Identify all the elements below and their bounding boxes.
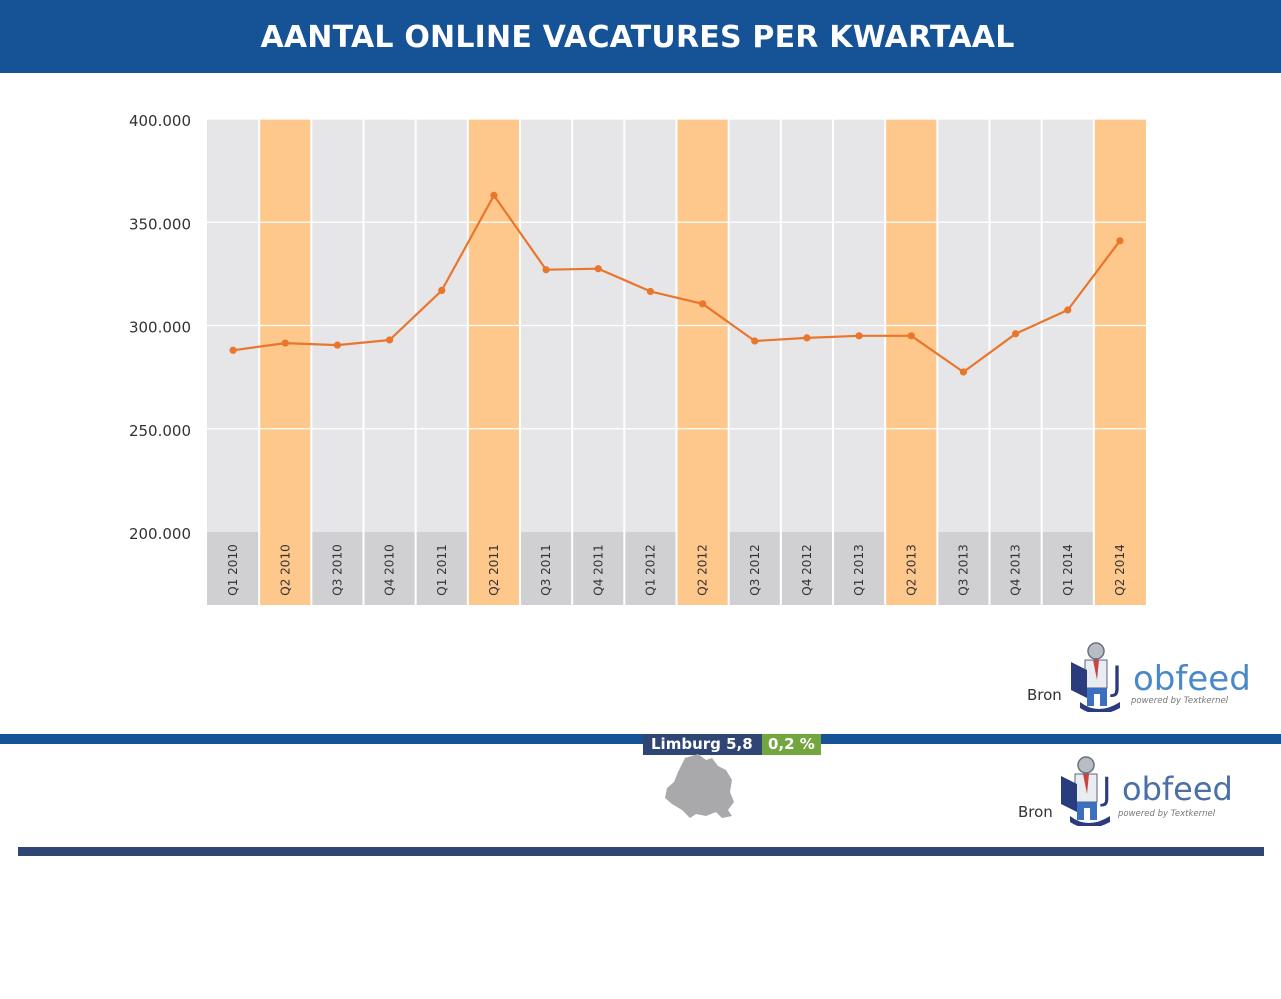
tick-band (676, 532, 729, 605)
logo-subtitle: powered by Textkernel (1117, 809, 1216, 819)
logo-letter-j: J (1110, 659, 1122, 699)
data-point (438, 286, 446, 294)
tick-band (259, 532, 312, 605)
x-tick-label: Q4 2011 (591, 544, 605, 595)
data-point (855, 332, 863, 340)
data-point (698, 300, 707, 308)
tick-band (311, 532, 364, 605)
data-point (385, 336, 394, 344)
tick-band (728, 532, 781, 605)
x-tick-label: Q1 2011 (435, 544, 449, 595)
jobfeed-logo-graphic: J obfeed powered by Textkernel (1071, 642, 1251, 714)
line-chart: 400.000 350.000 300.000 250.000 200.000 Q1 2… (129, 112, 1146, 605)
x-tick-label: Q4 2012 (800, 544, 814, 595)
data-point (646, 287, 655, 296)
data-point (490, 191, 498, 200)
tick-band (885, 532, 938, 605)
x-tick-label: Q1 2012 (643, 544, 657, 595)
region-badge: Limburg 5,8 % 0,2 % (643, 734, 821, 755)
x-tick-label: Q2 2014 (1113, 544, 1127, 595)
jobfeed-logo-bottom: J obfeed powered by Textkernel (1058, 754, 1248, 831)
x-tick-label: Q3 2012 (748, 544, 762, 595)
x-tick-label: Q2 2011 (487, 544, 501, 595)
y-tick-label: 400.000 (129, 112, 191, 130)
data-point (959, 368, 968, 376)
tick-band (1041, 532, 1094, 605)
x-tick-label: Q2 2012 (696, 544, 710, 595)
data-point (751, 337, 759, 345)
jobfeed-logo-graphic-bottom: J obfeed powered by Textkernel (1061, 756, 1233, 828)
x-tick-label: Q1 2014 (1061, 544, 1075, 595)
x-tick-label: Q1 2013 (852, 544, 866, 595)
y-tick-label: 200.000 (129, 525, 191, 543)
data-point (594, 265, 602, 273)
tick-band (780, 532, 833, 605)
y-axis-ticks: 400.000 350.000 300.000 250.000 200.000 (129, 112, 191, 543)
jobfeed-figure-icon (1061, 756, 1110, 828)
tick-band (363, 532, 416, 605)
x-tick-label: Q1 2010 (226, 544, 240, 595)
y-tick-label: 250.000 (129, 422, 191, 440)
tick-band (415, 532, 468, 605)
gridlines (207, 118, 1146, 605)
tick-band (467, 532, 520, 605)
tick-band (520, 532, 573, 605)
header-bar: AANTAL ONLINE VACATURES PER KWARTAAL (0, 0, 1281, 73)
source-label: Bron (1027, 686, 1062, 704)
x-tick-label: Q3 2010 (330, 544, 344, 595)
x-tick-label: Q4 2010 (383, 544, 397, 595)
region-change: 0,2 % (762, 734, 821, 755)
divider-band-bottom (18, 847, 1264, 856)
page-title: AANTAL ONLINE VACATURES PER KWARTAAL (260, 20, 1015, 55)
logo-letter-j: J (1100, 770, 1111, 808)
data-point (1064, 306, 1072, 314)
tick-band (207, 532, 260, 605)
data-point (542, 266, 550, 274)
y-tick-label: 300.000 (129, 319, 191, 337)
logo-subtitle: powered by Textkernel (1130, 696, 1229, 706)
jobfeed-figure-icon (1071, 642, 1120, 714)
logo-word: obfeed (1133, 659, 1251, 699)
data-point (907, 332, 915, 340)
data-point (333, 341, 342, 349)
tick-band (1093, 532, 1146, 605)
series-polyline (232, 194, 1121, 374)
logo-word: obfeed (1122, 770, 1233, 808)
data-point (803, 334, 811, 342)
data-point (1116, 237, 1124, 245)
limburg-map-shape (665, 754, 734, 818)
tick-band (572, 532, 625, 605)
tick-band (937, 532, 990, 605)
data-point (229, 346, 237, 354)
tick-band (624, 532, 677, 605)
y-tick-label: 350.000 (129, 215, 191, 233)
region-label: Limburg 5,8 % (643, 734, 762, 755)
series-line (232, 194, 1121, 374)
x-tick-label: Q3 2013 (956, 544, 970, 595)
x-tick-label: Q4 2013 (1009, 544, 1023, 595)
x-axis-ticks: Q1 2010 Q2 2010 Q3 2010 Q4 2010 Q1 2011 Q2 20… (226, 544, 1127, 595)
x-tick-label: Q3 2011 (539, 544, 553, 595)
x-tick-label: Q2 2013 (904, 544, 918, 595)
divider-band-top (0, 734, 1281, 744)
data-point (281, 339, 289, 347)
tick-band (833, 532, 886, 605)
data-point (1011, 330, 1020, 338)
source-label-bottom: Bron (1018, 803, 1053, 821)
tick-band (989, 532, 1042, 605)
x-tick-label: Q2 2010 (278, 544, 292, 595)
series-points (229, 191, 1124, 376)
jobfeed-logo: J obfeed powered by Textkernel (1068, 640, 1258, 717)
